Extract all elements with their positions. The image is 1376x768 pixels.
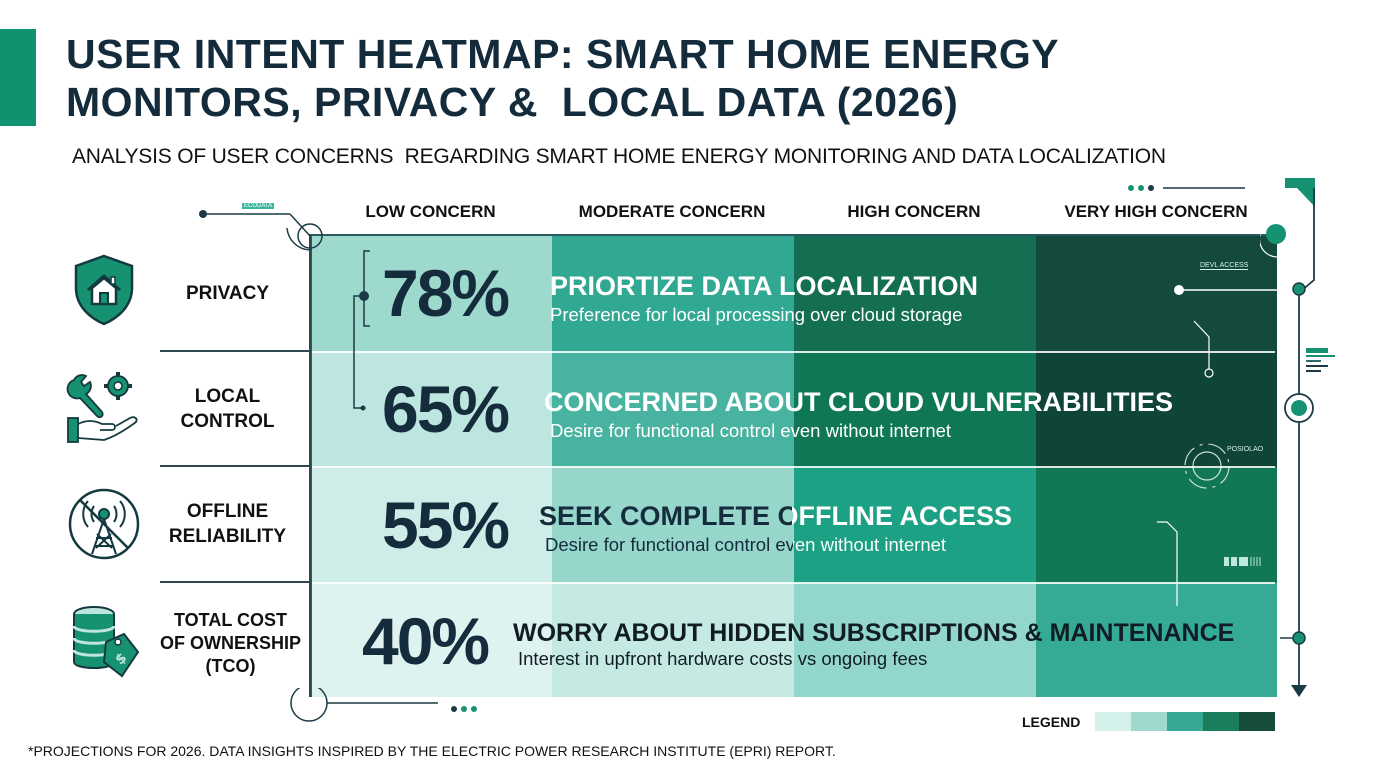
row-separator <box>312 351 1275 353</box>
circuit-decoration-right <box>1157 285 1277 606</box>
top-left-connector <box>199 210 323 251</box>
legend-label: LEGEND <box>1022 714 1081 730</box>
description-privacy: Preference for local processing over clo… <box>550 304 963 325</box>
row-separator <box>312 582 1275 584</box>
cell-offline-low <box>312 467 552 583</box>
headline-offline: SEEK COMPLETE OFFLINE ACCESS <box>539 501 1013 531</box>
legend-swatch-2 <box>1131 712 1167 731</box>
legend-swatch-1 <box>1095 712 1131 731</box>
right-side-timeline <box>1128 185 1245 191</box>
headline-local-control: CONCERNED ABOUT CLOUD VULNERABILITIES <box>544 387 1174 417</box>
cell-tco-moderate <box>552 583 794 697</box>
wrench-gear-hand-icon <box>66 372 138 443</box>
row-label-offline: OFFLINE RELIABILITY <box>168 501 287 547</box>
headline-privacy: PRIORTIZE DATA LOCALIZATION <box>550 271 978 301</box>
page-subtitle: ANALYSIS OF USER CONCERNS REGARDING SMAR… <box>72 145 1166 168</box>
bottom-left-connector <box>290 688 477 722</box>
database-price-tag-icon: $ <box>72 606 140 678</box>
tag-ecodata: ECODATA <box>242 203 275 209</box>
row-separator <box>312 466 1275 468</box>
row-label-divider <box>160 350 310 352</box>
cell-offline-moderate <box>552 467 794 583</box>
row-label-divider <box>160 581 310 583</box>
row-label-divider <box>160 465 310 467</box>
cell-tco-very-high <box>1036 583 1277 697</box>
cell-tco-low <box>312 583 552 697</box>
footnote: *PROJECTIONS FOR 2026. DATA INSIGHTS INS… <box>28 743 836 759</box>
cell-tco-high <box>794 583 1036 697</box>
heatmap-grid: DEVL ACCESS POSIOLAO <box>310 234 1277 697</box>
column-header-very-high: VERY HIGH CONCERN <box>1064 202 1248 221</box>
column-header-low: LOW CONCERN <box>365 202 496 221</box>
row-label-tco: TOTAL COST OF OWNERSHIP (TCO) <box>159 610 301 676</box>
title-line-2: MONITORS, PRIVACY & LOCAL DATA (2026) <box>66 79 959 125</box>
no-signal-tower-icon <box>68 488 140 560</box>
tag-posiolao: POSIOLAO <box>1227 446 1264 453</box>
cell-local-control-very-high <box>1036 352 1277 467</box>
right-rail <box>1260 178 1315 697</box>
shield-home-icon <box>74 254 134 326</box>
cell-local-control-moderate <box>552 352 794 467</box>
list-lines-icon <box>1306 348 1335 372</box>
cell-privacy-very-high <box>1036 236 1277 352</box>
description-tco: Interest in upfront hardware costs vs on… <box>518 648 928 669</box>
cell-privacy-high <box>794 236 1036 352</box>
title-line-1: USER INTENT HEATMAP: SMART HOME ENERGY <box>66 31 1060 77</box>
tag-devl-access: DEVL ACCESS <box>1200 262 1249 270</box>
cell-local-control-low <box>312 352 552 467</box>
cell-offline-high <box>794 467 1036 583</box>
legend-swatch-3 <box>1167 712 1203 731</box>
circuit-decoration-left <box>353 250 370 411</box>
description-offline: Desire for functional control even witho… <box>545 534 947 555</box>
column-header-high: HIGH CONCERN <box>847 202 981 221</box>
column-header-moderate: MODERATE CONCERN <box>578 202 766 221</box>
legend-swatch-5 <box>1239 712 1275 731</box>
percent-tco: 40% <box>362 604 490 678</box>
description-local-control: Desire for functional control even witho… <box>550 420 952 441</box>
page-title: USER INTENT HEATMAP: SMART HOME ENERGY M… <box>66 30 1326 126</box>
cell-local-control-high <box>794 352 1036 467</box>
headline-tco: WORRY ABOUT HIDDEN SUBSCRIPTIONS & MAINT… <box>513 619 1235 647</box>
row-label-rail <box>309 234 311 697</box>
percent-privacy: 78% <box>382 256 510 330</box>
row-label-local-control: LOCAL CONTROL <box>180 386 275 432</box>
cell-privacy-moderate <box>552 236 794 352</box>
title-accent-bar <box>0 29 36 126</box>
percent-local-control: 65% <box>382 372 510 446</box>
cell-privacy-low <box>312 236 552 352</box>
percent-offline: 55% <box>382 488 510 562</box>
row-label-privacy: PRIVACY <box>185 283 270 304</box>
legend-swatch-4 <box>1203 712 1239 731</box>
